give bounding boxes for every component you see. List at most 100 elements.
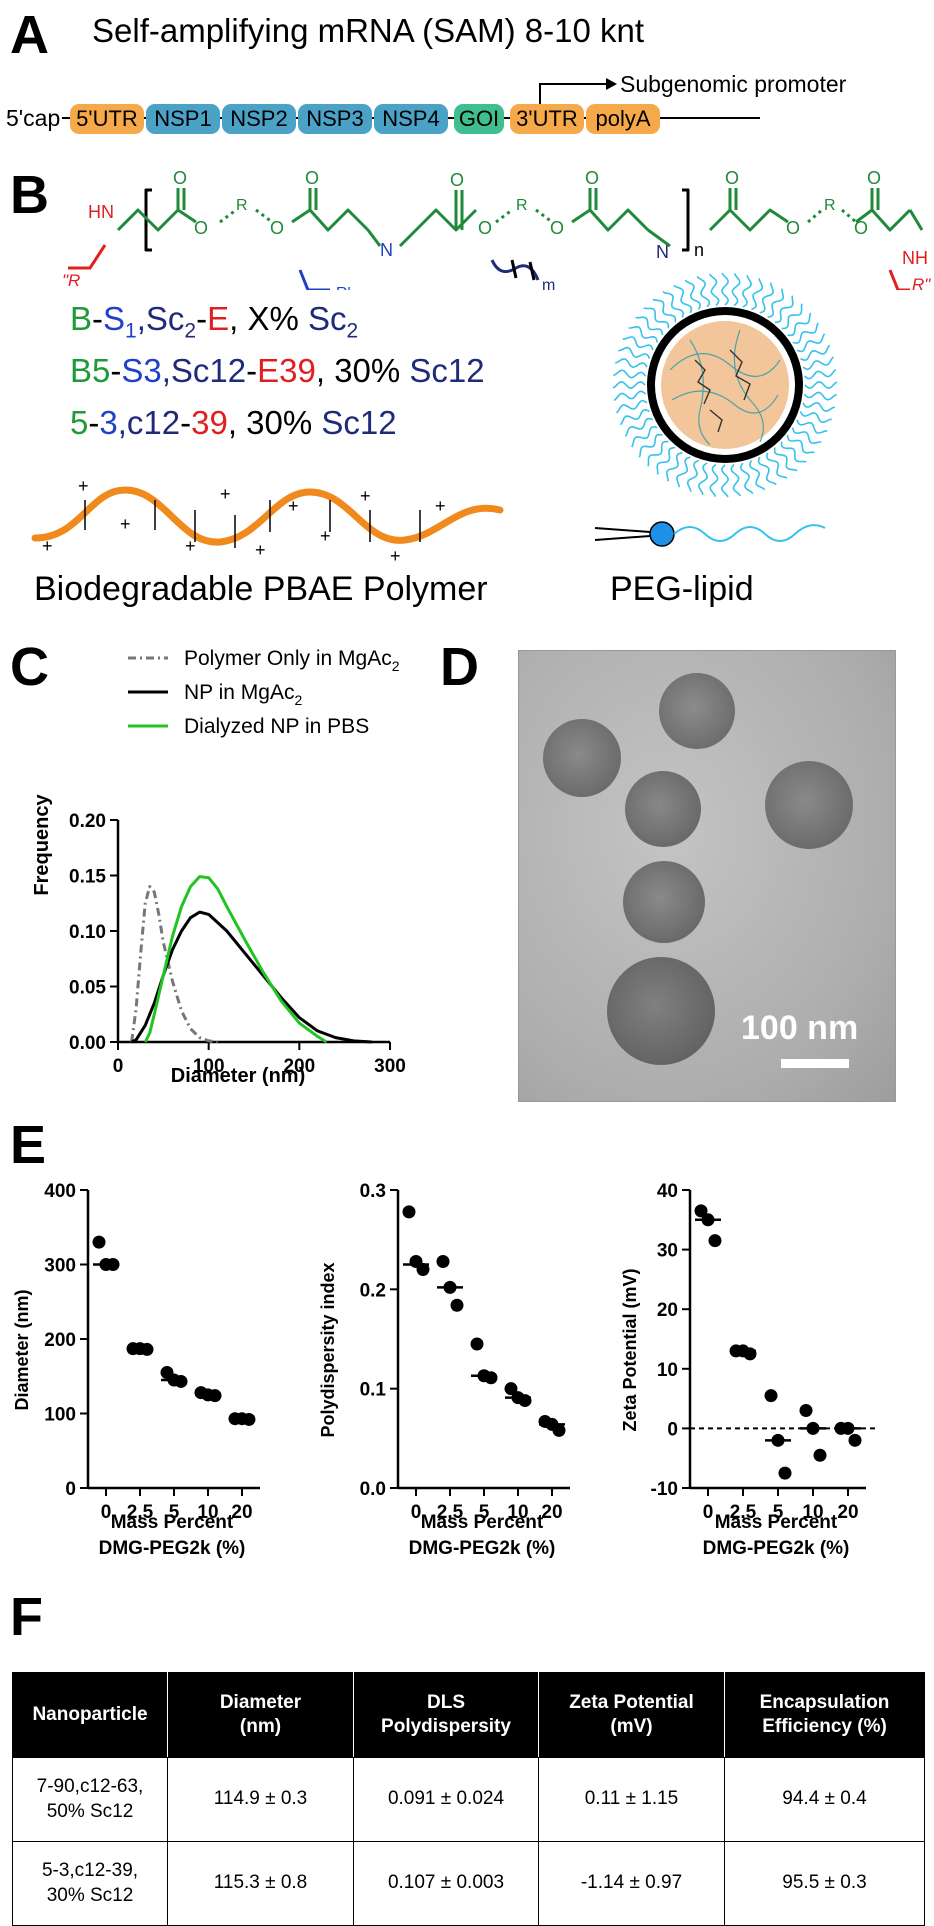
pbae-structure: HN "R O O R O O N R' O O R O O N m n O O… [62,168,931,290]
chem-o: O [478,218,492,238]
data-point [504,1382,518,1396]
legend-polymer: Polymer Only in MgAc2 [184,647,400,674]
nanoparticle [625,771,701,847]
cell-nanoparticle: 5-3,c12-39, 30% Sc12 [12,1841,168,1926]
cell-nanoparticle: 7-90,c12-63, 50% Sc12 [12,1757,168,1842]
y-tick-label: 0.1 [360,1380,387,1401]
panel-a-title: Self-amplifying mRNA (SAM) 8-10 knt [92,12,644,49]
x-tick-label: 5 [773,1502,784,1523]
charge-plus: + [78,476,89,496]
x-tick-label: 0 [411,1502,422,1523]
chem-o: O [270,218,284,238]
chart-e2-ylabel: Polydispersity index [318,1262,338,1437]
charge-plus: + [255,540,266,560]
data-point [92,1235,106,1249]
data-point [848,1433,862,1447]
data-point [518,1394,532,1408]
x-tick-label: 5 [169,1502,180,1523]
data-point [778,1466,792,1480]
cell-zeta: -1.14 ± 0.97 [538,1841,725,1926]
chem-n-subscript: n [694,240,704,260]
peg-lipid-icon [594,521,826,547]
series-line-1 [130,885,218,1044]
y-tick-label: 10 [657,1360,678,1381]
x-tick-label: 0 [703,1502,714,1523]
panel-b-label: B [10,165,49,225]
pdi-scatter-chart: 0.0 0.1 0.2 0.3 0 2.5 5 10 20 Polydispersity ind… [318,1181,570,1559]
segment-label: NSP1 [154,106,211,131]
y-tick-label: -10 [651,1479,678,1500]
x-tick-label: 2.5 [730,1502,757,1523]
header-diameter: Diameter (nm) [167,1672,354,1758]
y-tick-label: 100 [44,1405,76,1426]
segment-polya: polyA [586,104,660,134]
chem-o: O [550,218,564,238]
chem-o: O [305,168,319,188]
x-tick-label: 20 [541,1502,562,1523]
segment-label: polyA [595,106,650,131]
cell-ee: 94.4 ± 0.4 [724,1757,925,1842]
cap-label: 5'cap [6,105,60,131]
chem-n: N [656,242,669,262]
chart-e3-xlabel-2: DMG-PEG2k (%) [703,1538,850,1559]
chem-r: R [516,197,528,214]
y-tick-label: 20 [657,1300,678,1321]
chart-c-xlabel: Diameter (nm) [171,1065,305,1087]
sam-construct-diagram: 5'cap Subgenomic promoter 5'UTR NSP1 NSP2 N… [6,71,847,134]
segment-goi: GOI [454,104,504,134]
chem-o: O [194,218,208,238]
chart-e1-ylabel: Diameter (nm) [12,1289,32,1410]
chem-o: O [585,168,599,188]
polymer-label: Biodegradable PBAE Polymer [34,570,488,608]
legend-dialyzed: Dialyzed NP in PBS [184,715,369,738]
header-polydispersity: DLS Polydispersity [353,1672,539,1758]
segment-label: GOI [459,106,499,131]
chart-e3-ylabel: Zeta Potential (mV) [620,1268,640,1431]
charge-plus: + [185,536,196,556]
header-encapsulation: Encapsulation Efficiency (%) [724,1672,925,1758]
y-tick-label: 0.20 [69,811,106,832]
nanoparticle [659,673,735,749]
data-point [484,1371,498,1385]
data-point [764,1389,778,1403]
y-tick-label: 30 [657,1241,678,1262]
data-point [174,1374,188,1388]
segment-label: NSP3 [306,106,363,131]
header-zeta: Zeta Potential (mV) [538,1672,725,1758]
charge-plus: + [435,496,446,516]
segment-nsp3: NSP3 [298,104,372,134]
peg-lipid-label: PEG-lipid [610,570,754,608]
data-point [436,1255,450,1269]
chem-r: R [236,197,248,214]
nomenclature-short: 5-3,c12-39, 30% Sc12 [70,404,397,441]
chem-nh: NH [902,248,928,268]
nomenclature-full: B5-S3,Sc12-E39, 30% Sc12 [70,352,485,389]
chem-m: m [542,277,555,290]
segment-label: 3'UTR [516,106,578,131]
x-tick-label: 300 [374,1056,406,1077]
chart-e3-xlabel-1: Mass Percent [715,1512,838,1533]
charge-plus: + [288,496,299,516]
data-point [450,1298,464,1312]
cell-zeta: 0.11 ± 1.15 [538,1757,725,1842]
chart-c-ylabel: Frequency [31,794,53,896]
charge-plus: + [390,546,401,566]
chem-hn: HN [88,202,114,222]
data-point [552,1423,566,1437]
data-point [416,1262,430,1276]
data-point [470,1337,484,1351]
charge-plus: + [320,526,331,546]
y-tick-label: 0 [65,1479,76,1500]
pbae-polymer-wave: + + + + + + + + + + + [31,476,504,566]
y-tick-label: 200 [44,1330,76,1351]
chart-e2-xlabel-2: DMG-PEG2k (%) [409,1538,556,1559]
y-tick-label: 0.10 [69,922,106,943]
chem-r: R [824,197,836,214]
panel-a-label: A [10,5,49,65]
y-tick-label: 0.2 [360,1280,386,1301]
panel-d-label: D [440,637,479,697]
segment-nsp2: NSP2 [222,104,296,134]
nanoparticle [607,957,715,1065]
panel-c-label: C [10,637,49,697]
x-tick-label: 2.5 [437,1502,464,1523]
